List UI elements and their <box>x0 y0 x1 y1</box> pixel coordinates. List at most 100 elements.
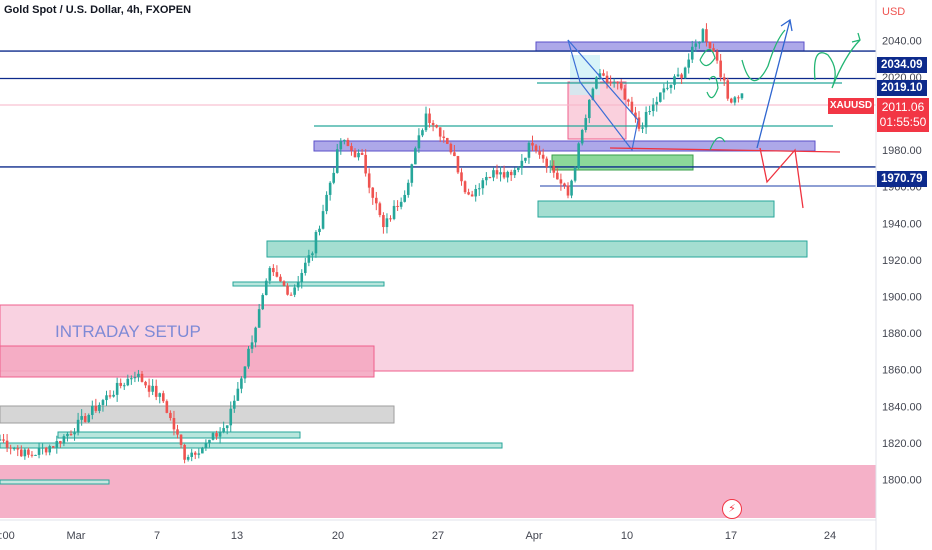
x-tick-label: 20 <box>332 530 344 542</box>
candle-body <box>268 268 272 281</box>
candle-body <box>51 446 55 448</box>
candle-body <box>637 117 641 129</box>
candle-body <box>627 99 630 102</box>
candle-body <box>481 180 485 189</box>
candle-body <box>698 41 701 44</box>
candle-body <box>414 148 417 165</box>
candle-body <box>44 447 48 453</box>
candle-body <box>112 394 115 397</box>
candle-body <box>69 433 73 435</box>
zone-box <box>537 200 775 218</box>
candle-body <box>91 405 94 415</box>
candle-body <box>76 419 80 433</box>
candle-body <box>722 77 726 81</box>
candle-body <box>446 137 449 144</box>
candle-body <box>513 169 517 176</box>
candle-body <box>94 405 98 411</box>
candle-body <box>27 449 30 455</box>
zones-layer <box>0 41 876 518</box>
candle-body <box>321 211 325 229</box>
candle-body <box>59 441 62 444</box>
candle-body <box>30 454 34 456</box>
x-tick-label: 10 <box>621 530 633 542</box>
candle-body <box>467 192 470 195</box>
candle-body <box>240 378 243 389</box>
green-wave <box>813 32 861 89</box>
candle-body <box>577 143 580 168</box>
symbol-tag: XAUUSD <box>828 98 874 114</box>
x-tick-label: 17 <box>725 530 737 542</box>
candle-body <box>612 82 616 84</box>
zone-box <box>0 345 375 378</box>
candle-body <box>222 428 225 433</box>
candle-body <box>506 171 509 178</box>
candle-body <box>438 127 442 137</box>
candles-layer <box>0 23 744 464</box>
candle-body <box>431 122 435 126</box>
candle-body <box>737 97 740 99</box>
projection-arrow <box>756 19 791 149</box>
candle-body <box>37 447 41 455</box>
flash-icon[interactable]: ⚡ <box>722 499 742 519</box>
candle-body <box>524 157 527 161</box>
x-tick-label: 24 <box>824 530 836 542</box>
y-tick-label: 1820.00 <box>882 438 922 450</box>
candle-body <box>517 167 520 170</box>
candle-body <box>687 59 690 68</box>
zone-box <box>313 140 816 152</box>
candle-body <box>83 416 87 422</box>
candle-body <box>726 80 730 99</box>
candle-body <box>712 48 715 52</box>
candle-body <box>211 433 215 440</box>
candle-body <box>23 449 27 457</box>
candle-body <box>634 112 637 118</box>
zone-box <box>0 442 503 449</box>
candle-body <box>130 378 133 380</box>
candle-body <box>662 88 666 93</box>
candle-body <box>140 373 144 382</box>
candle-body <box>98 404 101 411</box>
candle-body <box>488 176 492 178</box>
candle-body <box>453 152 456 157</box>
candle-body <box>296 281 300 288</box>
candle-body <box>417 135 421 149</box>
candle-body <box>552 165 556 173</box>
zone-box <box>0 405 395 424</box>
candle-body <box>190 452 193 457</box>
green-wave <box>741 29 786 82</box>
candle-body <box>304 262 307 273</box>
candle-body <box>740 93 744 99</box>
candle-body <box>328 182 332 195</box>
x-tick-label: Apr <box>525 530 542 542</box>
arrow-head <box>780 18 793 32</box>
candle-body <box>193 452 197 455</box>
candle-body <box>339 141 343 150</box>
candle-body <box>225 425 229 429</box>
candle-body <box>630 101 634 113</box>
candle-body <box>87 414 91 422</box>
candle-body <box>176 429 179 435</box>
candle-body <box>73 432 76 435</box>
candle-body <box>534 145 538 151</box>
candle-body <box>360 152 364 155</box>
candle-body <box>183 444 186 460</box>
x-tick-label: 27 <box>432 530 444 542</box>
y-tick-label: 2040.00 <box>882 35 922 47</box>
candle-body <box>279 276 282 282</box>
candle-body <box>133 377 137 379</box>
candle-body <box>648 111 651 113</box>
x-tick-label: Mar <box>67 530 86 542</box>
candle-body <box>243 366 247 379</box>
candle-body <box>218 432 222 437</box>
candle-body <box>595 77 598 89</box>
candle-body <box>208 439 211 443</box>
candle-body <box>318 228 321 233</box>
candle-body <box>651 104 655 112</box>
current-price-tag: 2011.06 01:55:50 <box>877 98 929 132</box>
candle-body <box>5 440 9 448</box>
candle-body <box>659 92 662 102</box>
candle-body <box>80 416 83 420</box>
candle-body <box>733 97 737 103</box>
candle-body <box>520 160 524 168</box>
